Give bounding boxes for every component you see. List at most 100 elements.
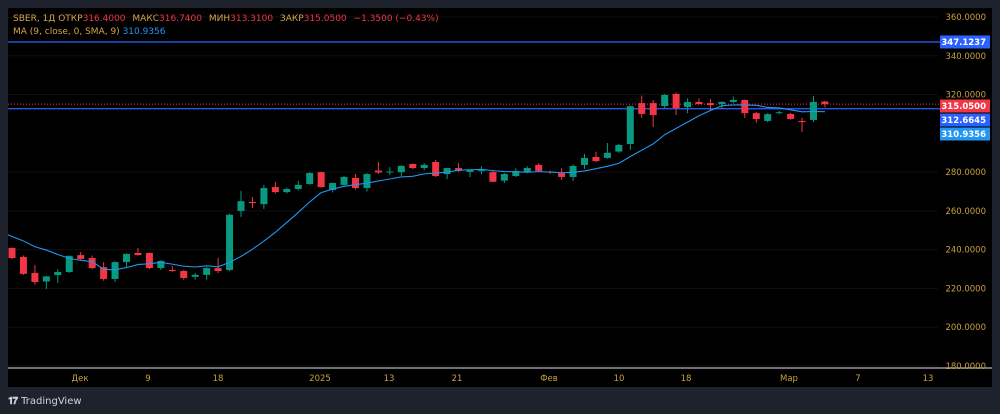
price-label-last-price: 315.0500 [940, 99, 990, 113]
candle-body [100, 267, 108, 279]
candle-body [798, 120, 806, 123]
tradingview-brand[interactable]: 𝟏𝟕 TradingView [8, 396, 82, 407]
price-tick-label: 340.0000 [945, 52, 986, 62]
ma-value: 310.9356 [122, 27, 166, 37]
price-label-bg [940, 99, 990, 113]
candle [558, 168, 566, 180]
price-tick-label: 220.0000 [945, 284, 986, 294]
candle-body [317, 172, 325, 188]
candle [145, 252, 153, 270]
candle-body [695, 101, 703, 105]
candle-body [558, 173, 566, 177]
candle-body [672, 93, 680, 109]
candle [466, 169, 474, 177]
candle-body [191, 274, 199, 277]
candle-body [8, 247, 16, 259]
time-tick-label: 13 [923, 374, 934, 384]
candle-body [306, 173, 314, 184]
open-label: ОТКР [58, 14, 83, 24]
candle [317, 171, 325, 188]
candle-body [821, 101, 829, 105]
candle [237, 190, 245, 217]
candle [168, 265, 176, 272]
candle [615, 143, 623, 153]
candle-body [775, 112, 783, 114]
chart-panel[interactable]: 360.0000 340.0000 320.0000 280.0000 260.0000… [8, 8, 992, 387]
candle-body [31, 272, 39, 283]
candle [260, 184, 268, 209]
candle [775, 110, 783, 115]
candle [752, 112, 760, 123]
candle-body [455, 168, 463, 171]
candle [581, 153, 588, 169]
candle [329, 182, 337, 193]
candle-body [157, 260, 165, 269]
candle-body [603, 152, 611, 158]
candle [294, 180, 302, 191]
candle [661, 93, 669, 109]
candle [684, 98, 692, 114]
candle [741, 99, 749, 119]
candle [603, 143, 611, 159]
candle [374, 162, 382, 175]
price-tick-label: 180.0000 [945, 362, 986, 372]
candle-body [420, 164, 428, 169]
price-tick-label: 280.0000 [945, 168, 986, 178]
candle [214, 258, 222, 273]
candle [626, 105, 634, 151]
candle-body [638, 103, 646, 114]
low-label: МИН [208, 14, 231, 24]
candle [420, 162, 428, 171]
change-value: −1.3500 (−0.43%) [353, 14, 439, 24]
candle [386, 167, 394, 176]
candle [397, 165, 405, 176]
price-label-bg [940, 35, 990, 49]
candle-body [787, 113, 795, 119]
price-chart[interactable]: 360.0000 340.0000 320.0000 280.0000 260.0000… [8, 8, 992, 387]
price-tick-label: 200.0000 [945, 323, 986, 333]
high-value: 316.7400 [159, 14, 202, 24]
time-tick-label: 7 [855, 374, 860, 384]
candle-body [523, 168, 531, 172]
candle [821, 100, 829, 108]
candle-body [88, 258, 96, 269]
price-label-ma: 310.9356 [940, 127, 990, 141]
candle [592, 152, 600, 163]
candle [134, 247, 142, 256]
candle-body [626, 106, 634, 144]
candle-body [237, 201, 245, 211]
candle [729, 96, 737, 104]
candle-body [443, 168, 451, 175]
candle-body [649, 103, 657, 116]
time-tick-label: Дек [71, 374, 88, 384]
price-label-text: 347.1237 [941, 38, 986, 48]
candle [443, 168, 451, 180]
candle-body [77, 255, 85, 259]
time-tick-label: 10 [614, 374, 625, 384]
symbol-label[interactable]: SBER, 1Д [13, 14, 56, 24]
candle-body [180, 270, 188, 278]
candle-body [260, 188, 268, 205]
candle [77, 251, 85, 260]
candle-body [54, 271, 62, 276]
candle [352, 174, 359, 190]
candle-body [706, 103, 714, 106]
candle-body [65, 255, 73, 272]
candle [191, 272, 199, 280]
candle-body [352, 177, 359, 189]
candle-body [42, 276, 50, 282]
candle [283, 187, 291, 194]
candle [672, 92, 680, 116]
candle-body [134, 252, 142, 256]
ma-legend[interactable]: MA (9, close, 0, SMA, 9) 310.9356 [13, 27, 166, 37]
candles [8, 92, 829, 290]
candle-body [363, 174, 371, 189]
price-label-bg [940, 127, 990, 141]
candle-body [477, 170, 485, 172]
high-label: МАКС [132, 14, 160, 24]
candle-body [111, 262, 119, 279]
candle [271, 181, 279, 194]
candle [180, 270, 188, 280]
candle-body [718, 101, 726, 105]
low-value: 313.3100 [230, 14, 274, 24]
